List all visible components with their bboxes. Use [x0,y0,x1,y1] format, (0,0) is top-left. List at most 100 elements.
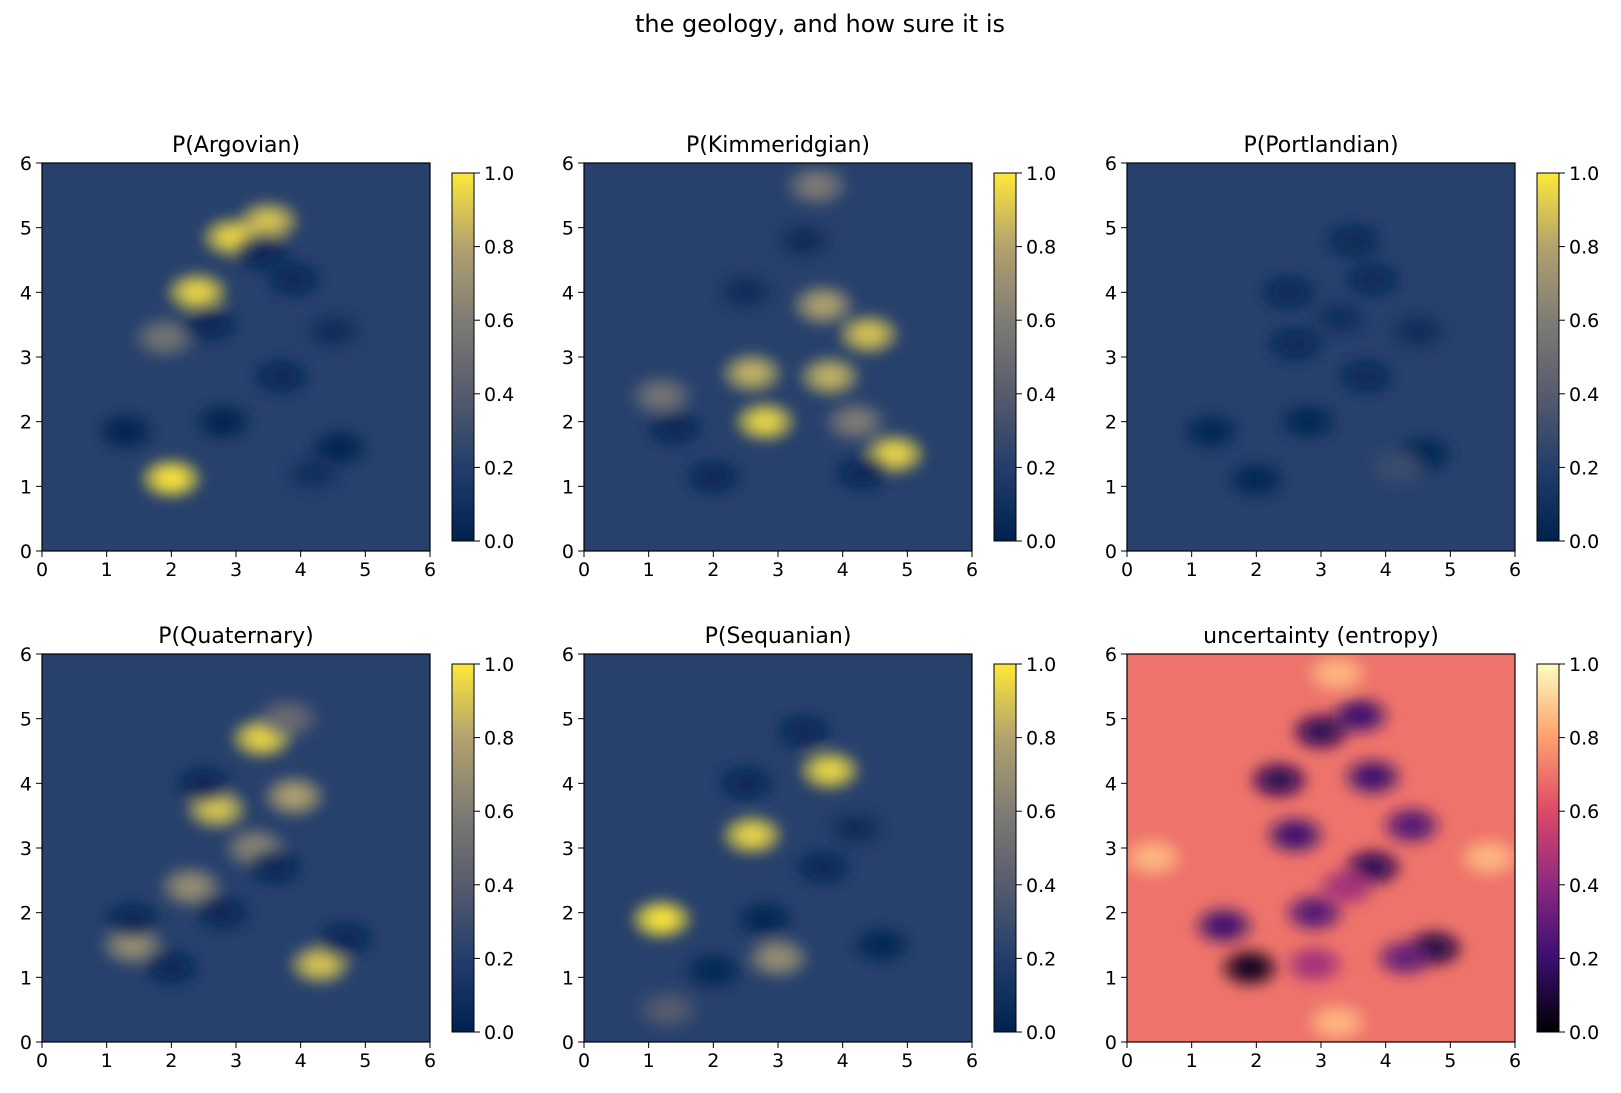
heatmap-cell [845,462,879,485]
heatmap-cell [155,467,188,490]
x-tick-label: 4 [1380,559,1392,581]
heatmap-cell [1472,846,1506,869]
heatmap-cell [735,362,769,385]
y-tick-label: 3 [562,838,574,860]
heatmap-background [1127,654,1515,1042]
colorbar-tick-label: 0.4 [1026,384,1056,406]
heatmap-cell [303,953,337,976]
y-tick-label: 3 [20,838,32,860]
y-tick-label: 2 [20,412,32,434]
heatmap-cell [806,856,840,879]
heatmap-cell [1330,875,1364,898]
y-tick-label: 6 [562,644,574,666]
x-tick-label: 6 [1509,1050,1521,1072]
y-tick-label: 6 [562,153,574,175]
x-tick-label: 4 [295,559,307,581]
panel-title: P(Sequanian) [705,624,852,649]
x-tick-label: 6 [424,559,436,581]
heatmap-cell [697,465,730,488]
heatmap-cell [645,384,678,407]
colorbar-tick-label: 0.0 [1026,1022,1056,1044]
colorbar-tick-label: 0.0 [484,531,514,553]
colorbar-tick-label: 0.2 [1026,457,1056,479]
x-tick-label: 0 [1121,559,1133,581]
heatmap-cell [1291,410,1325,433]
heatmap-cell [735,824,769,846]
heatmap-cell [1207,914,1241,937]
colorbar-tick-label: 0.2 [484,457,514,479]
heatmap-cell [1343,704,1377,727]
heatmap-blobs [633,712,910,1029]
x-tick-label: 1 [1186,559,1198,581]
colorbar [1536,172,1560,542]
x-tick-label: 0 [36,559,48,581]
x-tick-label: 6 [966,559,978,581]
colorbar-tick-label: 0.6 [1026,310,1056,332]
heatmap-cell [1337,229,1370,252]
y-tick-label: 4 [1105,773,1117,795]
x-tick-label: 6 [1509,559,1521,581]
colorbar-tick-label: 0.0 [1569,1022,1599,1044]
heatmap-cell [1240,469,1273,491]
colorbar-tick-label: 1.0 [1026,163,1056,185]
heatmap-cell [1401,320,1435,342]
x-tick-label: 4 [295,1050,307,1072]
heatmap-area [1127,654,1515,1042]
heatmap-cell [1356,766,1390,788]
heatmap-cell [200,798,233,821]
x-tick-label: 3 [1315,1050,1327,1072]
heatmap-cell [839,410,872,433]
y-tick-label: 6 [20,153,32,175]
heatmap-cell [1382,456,1415,478]
heatmap-cell [1194,420,1228,443]
heatmap-cell [109,420,143,443]
figure-title: the geology, and how sure it is [635,10,1005,38]
colorbar-tick-label: 0.2 [1569,457,1599,479]
y-tick-label: 4 [562,773,574,795]
heatmap-cell [1324,307,1357,330]
heatmap-area [584,654,972,1042]
heatmap-cell [865,934,898,956]
y-tick-label: 5 [562,218,574,240]
panel-6: uncertainty (entropy) 0 1 2 3 4 5 6 0 1 2 3 4 5 6 0.0 0.… [1105,624,1599,1072]
y-tick-label: 0 [20,1032,32,1054]
x-tick-label: 2 [165,559,177,581]
heatmap-cell [148,326,182,349]
colorbar-tick-label: 0.8 [484,728,514,750]
heatmap-cell [329,927,363,950]
heatmap-area [584,163,972,551]
heatmap-cell [155,956,188,979]
x-tick-label: 2 [707,1050,719,1072]
x-tick-label: 2 [1250,559,1262,581]
heatmap-cell [1136,846,1170,869]
heatmap-cell [748,410,782,433]
heatmap-cell [206,901,240,924]
x-tick-label: 3 [772,559,784,581]
y-tick-label: 1 [562,476,574,498]
colorbar-tick-label: 0.6 [484,801,514,823]
heatmap-cell [1388,947,1422,969]
heatmap-area [1127,163,1515,551]
y-tick-label: 3 [1105,838,1117,860]
heatmap-cell [800,174,834,197]
x-tick-label: 3 [772,1050,784,1072]
colorbar-tick-label: 0.4 [1569,384,1599,406]
y-tick-label: 0 [1105,1032,1117,1054]
heatmap-cell [852,323,885,346]
heatmap-cell [1395,814,1428,837]
y-tick-label: 0 [1105,541,1117,563]
x-tick-label: 2 [1250,1050,1262,1072]
heatmap-cell [1278,333,1312,355]
y-tick-label: 1 [1105,967,1117,989]
y-tick-label: 2 [20,903,32,925]
heatmap-cell [787,229,821,252]
x-tick-label: 2 [165,1050,177,1072]
colorbar-tick-label: 0.2 [1026,948,1056,970]
panel-1: P(Argovian) 0 1 2 3 4 5 6 0 1 2 3 4 5 6 0.0 0.2 0.4 0.6 0.8… [20,133,514,581]
colorbar-tick-label: 0.8 [1569,237,1599,259]
y-tick-label: 3 [562,347,574,369]
heatmap-cell [116,934,149,956]
heatmap-cell [1262,769,1296,791]
colorbar-tick-label: 0.2 [484,948,514,970]
panel-title: P(Portlandian) [1243,133,1398,158]
